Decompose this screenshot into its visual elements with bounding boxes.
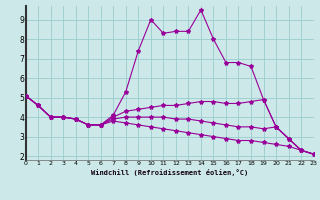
X-axis label: Windchill (Refroidissement éolien,°C): Windchill (Refroidissement éolien,°C) (91, 169, 248, 176)
